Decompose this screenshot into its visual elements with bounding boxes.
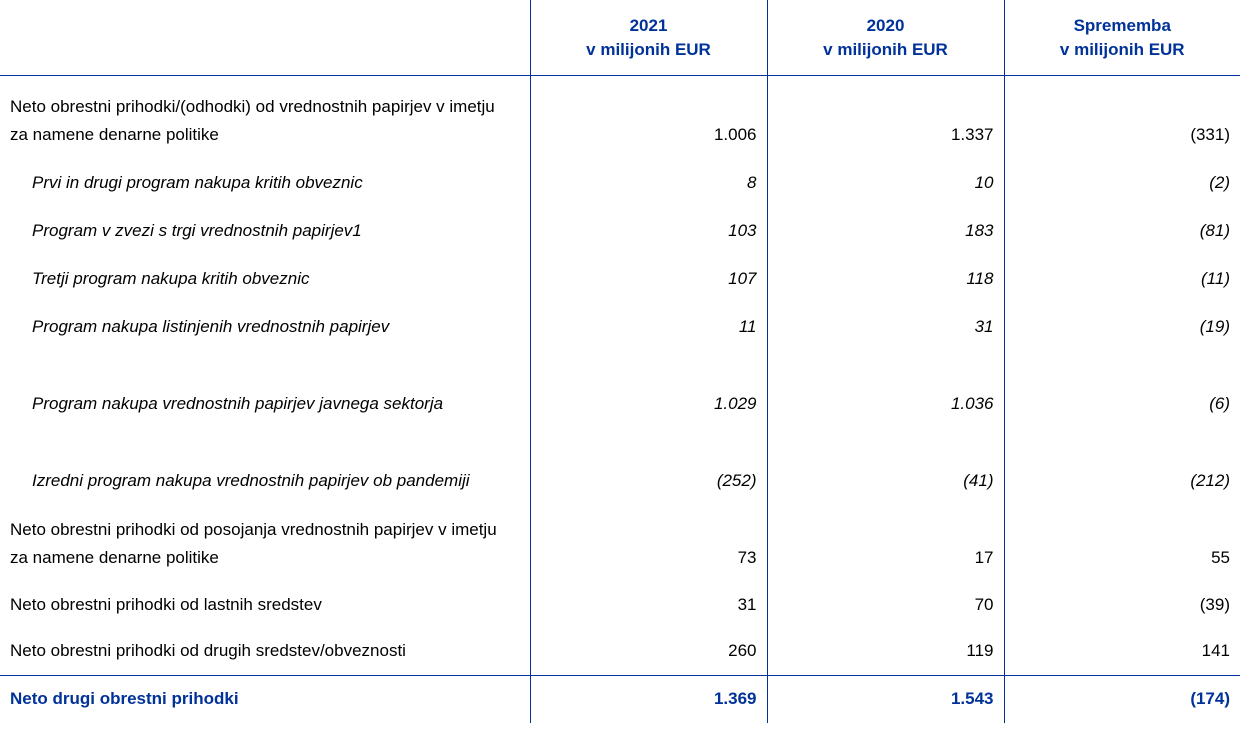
- value-cell: 1.369: [529, 675, 767, 723]
- value-cell: (11): [1003, 254, 1240, 303]
- table-row: Neto obrestni prihodki od drugih sredste…: [0, 628, 1240, 676]
- column-header: Sprememba v milijonih EUR: [1003, 0, 1240, 76]
- column-header: 2020 v milijonih EUR: [766, 0, 1004, 76]
- sub-row: Program v zvezi s trgi vrednostnih papir…: [0, 206, 1240, 255]
- value-cell: (19): [1003, 302, 1240, 351]
- value-cell: (2): [1003, 158, 1240, 207]
- value-cell: 1.029: [529, 350, 767, 428]
- column-header: 2021 v milijonih EUR: [529, 0, 767, 76]
- column-unit: v milijonih EUR: [586, 39, 711, 59]
- column-title: 2021: [629, 15, 668, 35]
- label-cell: Neto obrestni prihodki od drugih sredste…: [10, 641, 406, 660]
- value-cell: 260: [529, 628, 767, 676]
- label-cell: Neto obrestni prihodki od posojanja vred…: [10, 519, 497, 567]
- value-cell: 31: [766, 302, 1004, 351]
- value-cell: 31: [529, 581, 767, 629]
- value-cell: (41): [766, 427, 1004, 505]
- value-cell: (212): [1003, 427, 1240, 505]
- label-cell: Tretji program nakupa kritih obveznic: [32, 268, 310, 288]
- sub-row: Tretji program nakupa kritih obveznic 107…: [0, 254, 1240, 303]
- label-cell: Program v zvezi s trgi vrednostnih papir…: [32, 220, 362, 240]
- value-cell: 141: [1003, 628, 1240, 676]
- header-row: 2021 v milijonih EUR 2020 v milijonih EUR Sp…: [0, 0, 1240, 76]
- value-cell: 1.006: [529, 75, 767, 159]
- value-cell: 1.543: [766, 675, 1004, 723]
- sub-row: Prvi in drugi program nakupa kritih obve…: [0, 158, 1240, 207]
- value-cell: 118: [766, 254, 1004, 303]
- value-cell: 183: [766, 206, 1004, 255]
- total-row: Neto drugi obrestni prihodki 1.369 1.543 (1…: [0, 675, 1240, 723]
- value-cell: (174): [1003, 675, 1240, 723]
- value-cell: 55: [1003, 504, 1240, 582]
- value-cell: 1.036: [766, 350, 1004, 428]
- header-blank: [0, 0, 530, 76]
- value-cell: (39): [1003, 581, 1240, 629]
- table-row: Neto obrestni prihodki od posojanja vred…: [0, 504, 1240, 582]
- value-cell: (331): [1003, 75, 1240, 159]
- label-cell: Neto obrestni prihodki od lastnih sredst…: [10, 594, 322, 614]
- value-cell: 11: [529, 302, 767, 351]
- value-cell: 17: [766, 504, 1004, 582]
- label-cell: Neto obrestni prihodki/(odhodki) od vred…: [10, 96, 495, 144]
- value-cell: (81): [1003, 206, 1240, 255]
- value-cell: 8: [529, 158, 767, 207]
- value-cell: 103: [529, 206, 767, 255]
- table-row: Neto obrestni prihodki/(odhodki) od vred…: [0, 75, 1240, 159]
- column-title: 2020: [866, 15, 905, 35]
- value-cell: (6): [1003, 350, 1240, 428]
- table-row: Neto obrestni prihodki od lastnih sredst…: [0, 581, 1240, 629]
- column-title: Sprememba: [1073, 15, 1171, 35]
- value-cell: 1.337: [766, 75, 1004, 159]
- column-unit: v milijonih EUR: [823, 39, 948, 59]
- value-cell: 119: [766, 628, 1004, 676]
- label-cell: Program nakupa listinjenih vrednostnih p…: [32, 316, 390, 336]
- label-cell: Neto drugi obrestni prihodki: [0, 675, 530, 723]
- value-cell: 70: [766, 581, 1004, 629]
- sub-row: Program nakupa listinjenih vrednostnih p…: [0, 302, 1240, 351]
- sub-row: Program nakupa vrednostnih papirjev javn…: [0, 350, 1240, 428]
- sub-row: Izredni program nakupa vrednostnih papir…: [0, 427, 1240, 505]
- column-unit: v milijonih EUR: [1059, 39, 1185, 59]
- label-cell: Prvi in drugi program nakupa kritih obve…: [32, 172, 363, 192]
- value-cell: (252): [529, 427, 767, 505]
- value-cell: 107: [529, 254, 767, 303]
- value-cell: 10: [766, 158, 1004, 207]
- label-cell: Program nakupa vrednostnih papirjev javn…: [32, 393, 444, 413]
- label-cell: Izredni program nakupa vrednostnih papir…: [32, 470, 470, 490]
- value-cell: 73: [529, 504, 767, 582]
